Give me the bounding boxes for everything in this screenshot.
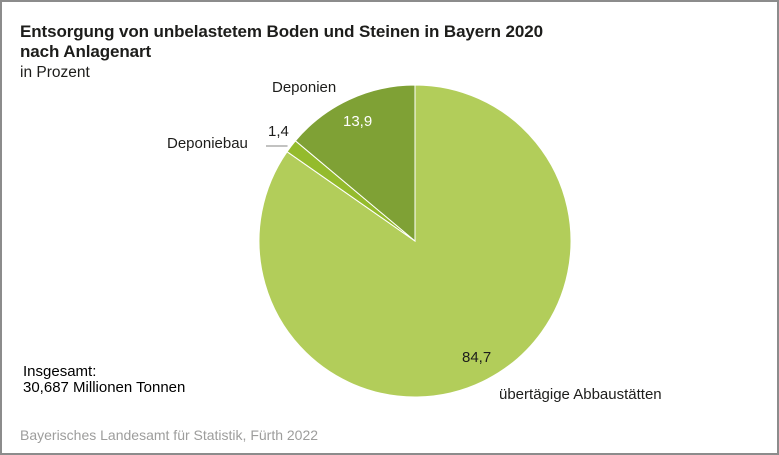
- pie-slice-deponien: [294, 84, 416, 243]
- label-deponien: Deponien: [272, 79, 336, 96]
- value-label-deponiebau: 1,4: [268, 123, 289, 140]
- title-line-1: Entsorgung von unbelastetem Boden und St…: [20, 22, 543, 41]
- total-annotation: Insgesamt: 30,687 Millionen Tonnen: [23, 364, 185, 396]
- total-label: Insgesamt:: [23, 363, 97, 380]
- value-label-deponien: 13,9: [343, 113, 372, 130]
- pie-slices: [258, 84, 572, 398]
- value-label-abbaustaetten: 84,7: [462, 349, 491, 366]
- label-abbaustaetten: übertägige Abbaustätten: [499, 386, 662, 403]
- title-line-2: nach Anlagenart: [20, 42, 152, 61]
- source-note: Bayerisches Landesamt für Statistik, Für…: [20, 427, 319, 443]
- label-deponiebau: Deponiebau: [167, 135, 248, 152]
- total-value: 30,687 Millionen Tonnen: [23, 379, 186, 396]
- chart-subtitle: in Prozent: [20, 64, 90, 81]
- chart-title: Entsorgung von unbelastetem Boden und St…: [20, 22, 543, 62]
